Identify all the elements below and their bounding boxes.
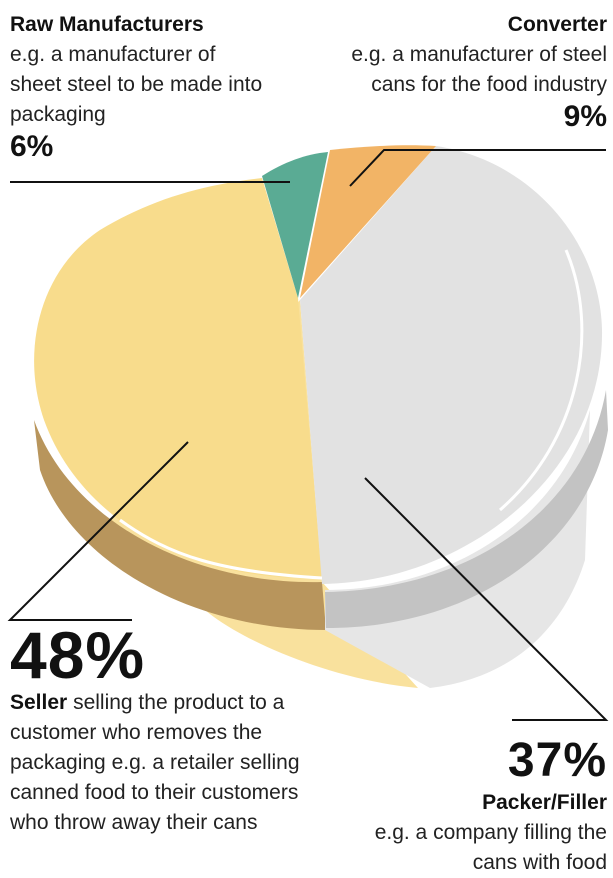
seller-text: Seller selling the product to a customer… bbox=[10, 688, 310, 838]
seller-leader-line bbox=[7, 441, 189, 621]
packer-filler-percent: 37% bbox=[507, 734, 607, 787]
seller-name: Seller bbox=[10, 691, 68, 714]
converter-name: Converter bbox=[507, 13, 607, 36]
raw-manufacturers-name: Raw Manufacturers bbox=[10, 13, 204, 36]
raw-manufacturers-percent: 6% bbox=[10, 130, 54, 163]
seller-slice[interactable] bbox=[34, 178, 323, 579]
packer-filler-label: 37% Packer/Filler e.g. a company filling… bbox=[367, 734, 607, 878]
raw-manufacturers-label: Raw Manufacturers e.g. a manufacturer of… bbox=[10, 10, 270, 164]
converter-percent: 9% bbox=[563, 100, 607, 133]
raw-slice[interactable] bbox=[262, 152, 328, 298]
packer-filler-description: e.g. a company filling the cans with foo… bbox=[374, 821, 607, 874]
seller-percent: 48% bbox=[10, 618, 146, 692]
seller-description: selling the product to a customer who re… bbox=[10, 691, 300, 834]
seller-slice-side bbox=[34, 420, 326, 630]
converter-leader-line bbox=[349, 149, 606, 187]
seller-slice-highlight bbox=[119, 518, 323, 580]
packer-slice-highlight bbox=[499, 249, 584, 512]
seller-label: 48% Seller selling the product to a cust… bbox=[10, 622, 310, 838]
raw-manufacturers-description: e.g. a manufacturer of sheet steel to be… bbox=[10, 43, 263, 126]
converter-description: e.g. a manufacturer of steel cans for th… bbox=[351, 43, 607, 96]
packer-leader-line bbox=[364, 477, 609, 721]
converter-slice[interactable] bbox=[300, 145, 436, 298]
packer-filler-name: Packer/Filler bbox=[482, 791, 607, 814]
packer-slice[interactable] bbox=[300, 146, 603, 584]
converter-label: Converter e.g. a manufacturer of steel c… bbox=[307, 10, 607, 134]
